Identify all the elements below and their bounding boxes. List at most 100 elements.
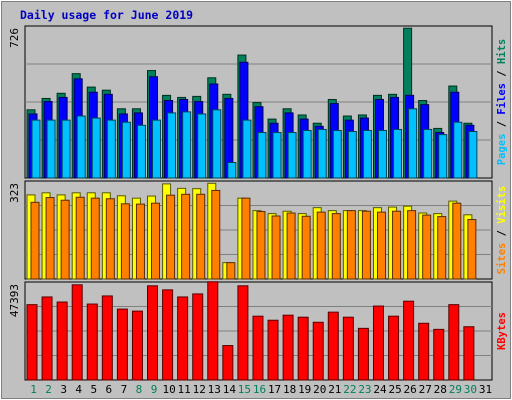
bar-pages-day-6 (106, 119, 116, 179)
x-axis-day-labels: 1 2 3 4 5 6 7 8 9 10 11 12 13 14 15 16 17 18 19 20 21 22 23 24 2… (30, 383, 492, 396)
day-label-30: 30 (464, 383, 477, 396)
legend-text: Sites / Visits (496, 186, 508, 275)
panel-legend: Sites / Visits (496, 186, 508, 275)
day-label-10: 10 (162, 383, 175, 396)
legend-visits: Visits (496, 186, 508, 224)
day-label-19: 19 (298, 383, 311, 396)
bar-pages-day-5 (91, 117, 101, 179)
day-label-26: 26 (404, 383, 417, 396)
bar-pages-day-9 (152, 119, 162, 179)
bar-sites-day-16 (256, 211, 266, 280)
bar-kbytes-day-3 (56, 301, 68, 381)
bar-sites-day-19 (301, 215, 311, 280)
day-label-6: 6 (106, 383, 113, 396)
day-label-12: 12 (193, 383, 206, 396)
bar-pages-day-30 (468, 131, 478, 179)
day-label-13: 13 (208, 383, 221, 396)
bar-pages-day-20 (317, 128, 327, 179)
bar-sites-day-8 (135, 203, 145, 280)
bar-kbytes-day-6 (101, 295, 113, 381)
bar-kbytes-day-23 (357, 327, 369, 381)
bar-pages-day-18 (287, 132, 297, 179)
bar-sites-day-4 (75, 196, 85, 280)
bar-kbytes-day-2 (41, 296, 53, 381)
legend-text: KBytes (496, 312, 508, 350)
day-label-8: 8 (136, 383, 143, 396)
bar-sites-day-21 (331, 213, 341, 280)
bar-pages-day-23 (362, 129, 372, 179)
bar-kbytes-day-9 (147, 285, 159, 381)
day-label-21: 21 (328, 383, 341, 396)
day-label-17: 17 (268, 383, 281, 396)
bar-kbytes-day-14 (222, 345, 234, 381)
series-sites (30, 189, 477, 280)
bar-sites-day-26 (407, 210, 417, 280)
panel-kbytes: 47393 KBytes (8, 281, 508, 381)
bar-kbytes-day-17 (267, 319, 279, 381)
bar-pages-day-7 (121, 121, 131, 179)
panel-hits-files-pages: 726 Pages / Files / Hits (8, 25, 508, 179)
y-max-label: 47393 (8, 284, 21, 317)
day-label-23: 23 (358, 383, 371, 396)
bar-sites-day-14 (226, 262, 236, 280)
legend-pages: Pages (496, 134, 508, 166)
bar-pages-day-11 (182, 111, 192, 179)
day-label-29: 29 (449, 383, 462, 396)
bar-pages-day-12 (197, 113, 207, 179)
day-label-27: 27 (419, 383, 432, 396)
bar-sites-day-5 (90, 197, 100, 280)
legend-kbytes: KBytes (496, 312, 508, 350)
bar-kbytes-day-20 (312, 321, 324, 381)
chart-panels: 726 Pages / Files / Hits 323 Sites / Visits… (8, 25, 508, 381)
bar-sites-day-12 (196, 193, 206, 280)
bar-pages-day-3 (61, 119, 71, 179)
bar-kbytes-day-4 (71, 284, 83, 381)
bar-kbytes-day-24 (372, 305, 384, 381)
bar-pages-day-24 (377, 129, 387, 179)
bar-kbytes-day-26 (403, 300, 415, 381)
bar-pages-day-19 (302, 129, 312, 179)
day-label-4: 4 (75, 383, 82, 396)
day-label-28: 28 (434, 383, 447, 396)
bar-kbytes-day-22 (342, 316, 354, 381)
bar-sites-day-2 (45, 197, 55, 280)
legend-sites: Sites (496, 243, 508, 275)
legend-hits: Hits (496, 39, 508, 64)
legend-separator: / (496, 224, 508, 243)
bar-pages-day-21 (332, 129, 342, 179)
panel-visits-sites: 323 Sites / Visits (8, 180, 508, 280)
bar-pages-day-4 (76, 115, 86, 179)
bar-kbytes-day-16 (252, 315, 264, 381)
bar-sites-day-13 (211, 189, 221, 280)
bar-sites-day-17 (271, 215, 281, 280)
bar-kbytes-day-10 (162, 289, 174, 381)
bar-kbytes-day-21 (327, 311, 339, 381)
day-label-11: 11 (178, 383, 191, 396)
day-label-31: 31 (479, 383, 492, 396)
bar-pages-day-13 (212, 109, 222, 179)
day-label-15: 15 (238, 383, 251, 396)
bar-pages-day-22 (347, 131, 357, 179)
bar-sites-day-20 (316, 211, 326, 280)
bar-kbytes-day-7 (116, 308, 128, 381)
bar-kbytes-day-8 (131, 310, 143, 381)
bar-pages-day-14 (227, 162, 237, 179)
panel-legend: Pages / Files / Hits (496, 39, 508, 165)
bar-sites-day-11 (181, 193, 191, 280)
bar-sites-day-24 (376, 211, 386, 280)
legend-files: Files (496, 83, 508, 115)
day-label-24: 24 (373, 383, 387, 396)
bar-sites-day-1 (30, 201, 40, 280)
bar-pages-day-27 (423, 128, 433, 179)
bar-sites-day-18 (286, 212, 296, 280)
bar-pages-day-16 (257, 132, 267, 179)
day-label-2: 2 (45, 383, 52, 396)
bar-sites-day-22 (346, 210, 356, 280)
y-max-label: 726 (8, 28, 21, 48)
y-max-label: 323 (8, 183, 21, 203)
bar-sites-day-30 (467, 219, 477, 280)
bar-sites-day-10 (166, 194, 176, 280)
bar-sites-day-23 (361, 210, 371, 280)
